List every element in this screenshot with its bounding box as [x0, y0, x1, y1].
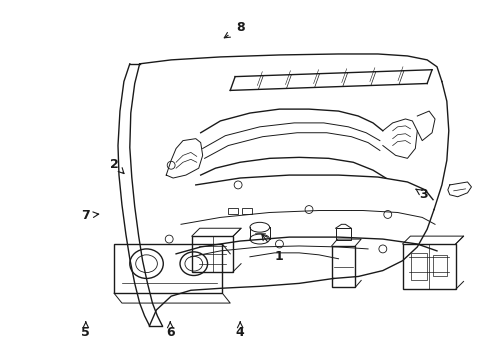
- Bar: [336, 228, 351, 240]
- Text: 1: 1: [274, 250, 283, 263]
- Text: 2: 2: [110, 158, 119, 171]
- Text: 8: 8: [236, 21, 245, 34]
- Text: 7: 7: [81, 209, 90, 222]
- Bar: [332, 246, 355, 287]
- Bar: [228, 208, 238, 215]
- Bar: [114, 244, 222, 293]
- Bar: [402, 244, 456, 289]
- Text: 3: 3: [419, 188, 428, 201]
- Bar: [412, 253, 427, 280]
- Bar: [192, 236, 233, 271]
- Text: 5: 5: [81, 326, 90, 339]
- Text: 4: 4: [236, 326, 245, 339]
- Text: 6: 6: [166, 326, 174, 339]
- Bar: [242, 208, 252, 215]
- Bar: [433, 255, 447, 276]
